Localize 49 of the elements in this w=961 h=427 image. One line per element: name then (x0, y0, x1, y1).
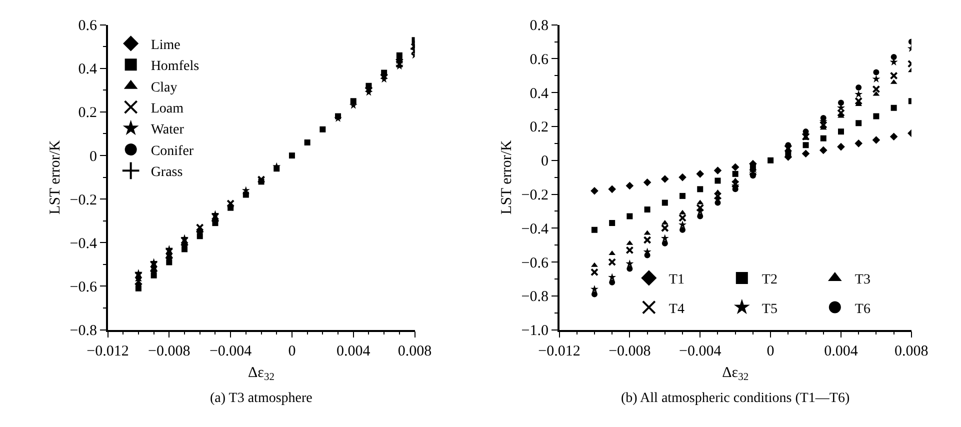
legend-label: T1 (668, 272, 684, 288)
legend-label: Water (150, 122, 184, 138)
x-tick-label: 0.004 (824, 344, 858, 360)
y-tick-label: 0.2 (530, 120, 549, 136)
legend-label: T4 (668, 302, 684, 317)
y-tick-label: 0.6 (78, 18, 98, 34)
text: (a) T3 atmosphere (210, 391, 312, 406)
legend-label: T3 (854, 272, 870, 288)
y-tick-label: −0.8 (70, 323, 98, 340)
legend-label: Grass (150, 165, 183, 180)
y-tick-label: 0.4 (530, 86, 550, 102)
y-tick-label: 0 (90, 148, 98, 165)
legend-label: Lime (150, 38, 180, 53)
y-tick-label: 0.8 (530, 18, 549, 34)
legend-label: T2 (762, 272, 778, 288)
y-tick-label: −0.8 (521, 289, 549, 306)
y-tick-label: −0.2 (70, 192, 98, 208)
x-tick-label: −0.008 (608, 344, 651, 360)
x-tick-label: −0.012 (86, 344, 129, 360)
x-axis-title: Δε$_{32}$ (248, 365, 274, 384)
legend-label: Clay (150, 80, 178, 96)
x-tick-label: −0.004 (209, 344, 252, 360)
x-tick-label: −0.008 (148, 344, 190, 360)
y-tick-label: −0.4 (521, 221, 549, 238)
x-tick-label: 0.008 (398, 344, 432, 360)
legend-label: Conifer (150, 144, 194, 159)
y-tick-label: 0.2 (78, 105, 98, 122)
text: (b) All atmospheric conditions (T1—T6) (621, 391, 850, 406)
y-tick-label: 0.4 (78, 62, 98, 78)
y-tick-label: −0.6 (521, 255, 549, 272)
y-tick-label: −0.2 (521, 188, 549, 204)
y-tick-label: 0 (541, 154, 549, 170)
y-tick-label: −0.4 (70, 236, 98, 252)
x-tick-label: −0.012 (538, 344, 580, 360)
x-tick-label: 0 (766, 344, 774, 360)
x-tick-label: 0 (288, 344, 296, 360)
y-tick-label: −0.6 (70, 279, 98, 296)
x-tick-label: 0.004 (336, 344, 371, 360)
y-tick-label: −1.0 (521, 323, 549, 340)
y-tick-label: 0.6 (530, 52, 550, 68)
legend-label: Homfels (150, 59, 200, 74)
y-axis-title: LST error/K (48, 140, 64, 214)
x-axis-title: Δε$_{32}$ (722, 365, 749, 384)
legend-label: T6 (854, 302, 870, 317)
x-tick-label: 0.008 (894, 344, 928, 360)
legend-label: Loam (150, 102, 184, 117)
x-tick-label: −0.004 (679, 344, 722, 360)
legend-label: T5 (762, 302, 778, 317)
y-axis-title: LST error/K (499, 140, 516, 214)
